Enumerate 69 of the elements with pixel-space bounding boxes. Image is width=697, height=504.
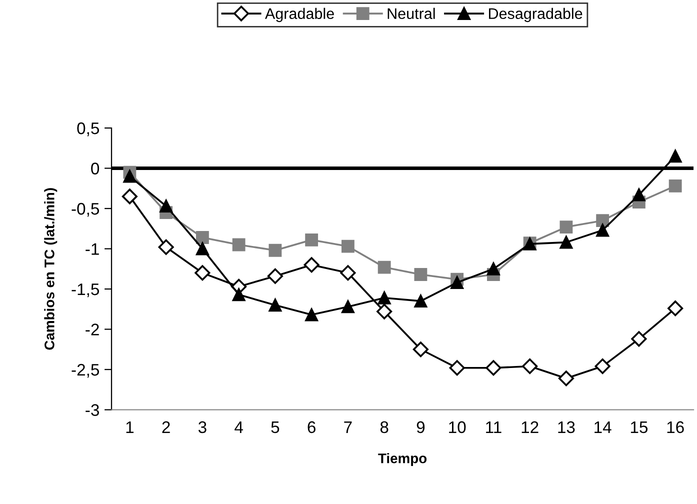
point (268, 244, 282, 257)
point (376, 304, 392, 320)
x-tick-label: 8 (380, 421, 388, 434)
x-tick-label: 5 (271, 421, 280, 434)
point (414, 294, 428, 308)
y-tick-label: -2,5 (72, 364, 100, 378)
point (668, 150, 682, 163)
point (305, 233, 318, 246)
point (378, 260, 391, 274)
x-tick-label: 13 (558, 421, 575, 434)
point (560, 220, 573, 234)
x-tick-label: 14 (594, 421, 612, 433)
point (560, 236, 573, 249)
point (486, 360, 502, 376)
x-tick-label: 4 (234, 421, 243, 433)
point (632, 188, 646, 202)
x-tick-label: 6 (308, 421, 316, 434)
y-tick-label: -1,5 (72, 284, 100, 298)
point (305, 308, 318, 322)
point (232, 238, 246, 252)
y-tick-label: -1 (86, 243, 99, 255)
point (267, 268, 283, 284)
point (668, 300, 684, 316)
point (122, 188, 138, 204)
point (378, 291, 391, 304)
x-tick-label: 9 (416, 421, 425, 434)
point (668, 180, 682, 192)
point (194, 265, 210, 281)
y-tick-label: 0 (91, 162, 100, 174)
y-tick-label: -3 (86, 404, 99, 416)
x-tick-label: 12 (522, 421, 538, 433)
point (158, 239, 174, 255)
x-tick-label: 16 (667, 421, 684, 434)
point (631, 331, 647, 347)
y-tick-label: -0,5 (72, 202, 100, 217)
point (414, 268, 428, 281)
legend-label: Agradable (264, 8, 334, 22)
legend-label: Neutral (388, 8, 435, 20)
x-tick-label: 11 (486, 421, 502, 433)
point (596, 214, 610, 228)
y-tick-label: -2 (86, 324, 99, 336)
point (160, 200, 173, 213)
point (341, 240, 354, 253)
point (449, 360, 465, 376)
point (341, 300, 354, 314)
x-tick-label: 2 (162, 421, 170, 433)
point (522, 358, 538, 374)
x-axis-title: Tiempo (378, 453, 427, 466)
x-tick-label: 7 (344, 421, 352, 433)
point (596, 224, 610, 237)
x-tick-label: 10 (449, 421, 466, 434)
y-axis-title: Cambios en TC (lat./min) (44, 188, 58, 350)
x-tick-label: 15 (630, 421, 648, 434)
point (123, 170, 136, 183)
point (268, 298, 282, 312)
x-tick-label: 1 (126, 421, 134, 433)
point (196, 231, 209, 244)
y-tick-label: 0,5 (77, 122, 100, 136)
point (412, 342, 428, 358)
point (340, 265, 356, 281)
point (304, 257, 320, 273)
legend-label: Desagradable (488, 8, 582, 22)
point (558, 370, 574, 386)
x-tick-label: 3 (198, 421, 206, 434)
point (232, 288, 246, 302)
point (196, 242, 209, 256)
point (450, 276, 464, 290)
point (594, 358, 610, 374)
point (486, 262, 500, 276)
